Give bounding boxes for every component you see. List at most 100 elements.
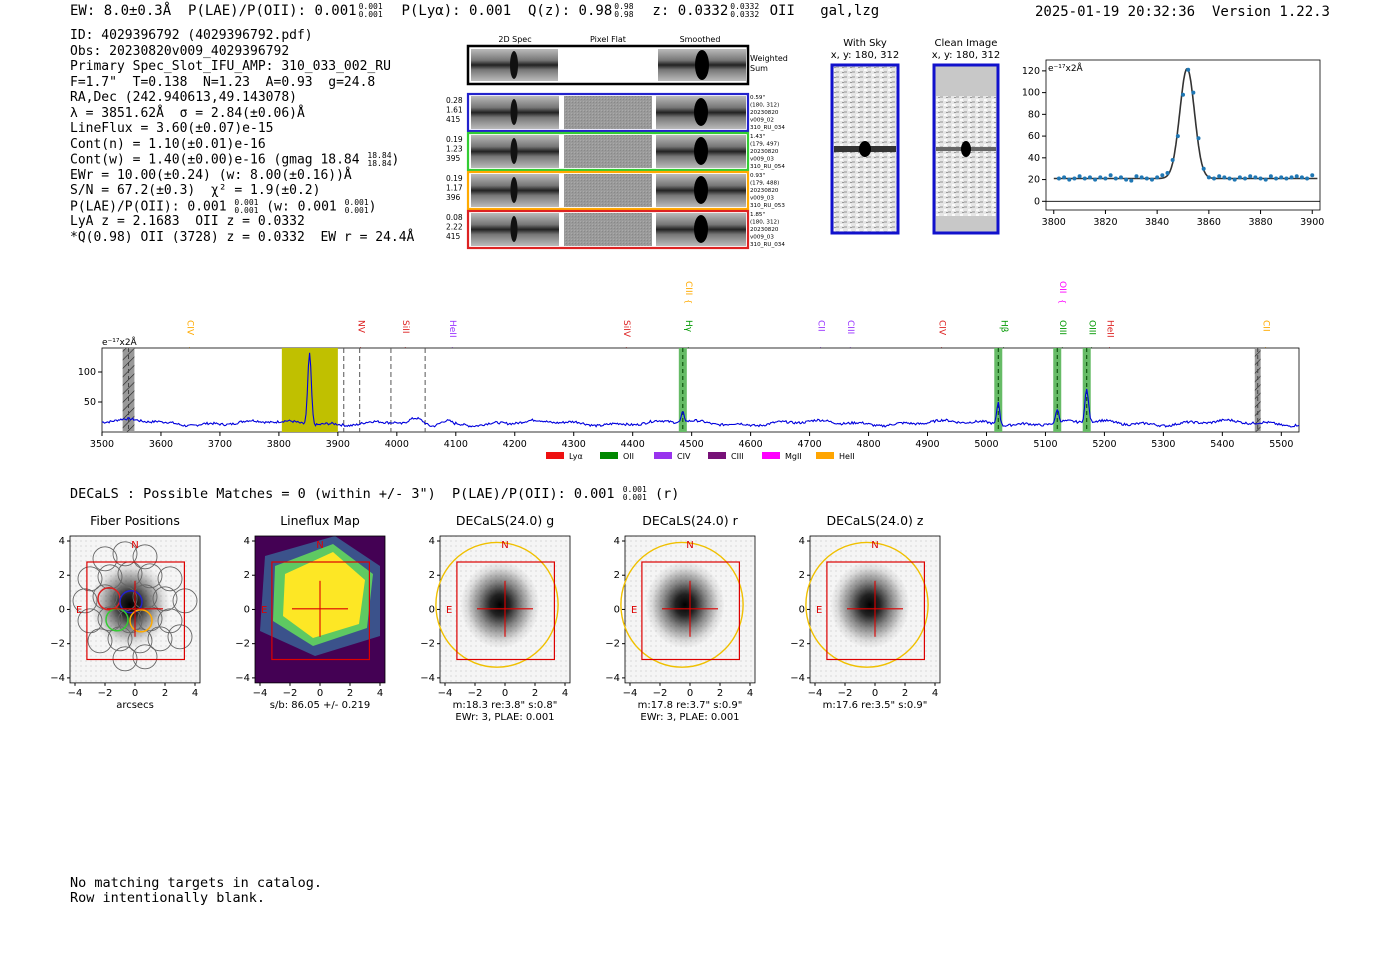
fit-data-point (1155, 175, 1160, 180)
decals-panel-title: Fiber Positions (90, 513, 180, 528)
legend-swatch (546, 452, 564, 459)
spec-ytick-label: 100 (78, 367, 96, 378)
legend-swatch (762, 452, 780, 459)
cutout-2dspec-peak (510, 138, 518, 164)
panel-xtick-label: 4 (377, 688, 383, 699)
cutout-left-label: 395 (446, 154, 461, 163)
spec-xtick-label: 3800 (267, 439, 291, 450)
panel-ytick-label: 4 (614, 536, 620, 547)
cutout-left-label: 396 (446, 193, 461, 202)
fit-data-point (1196, 136, 1201, 141)
panel-xtick-label: 4 (192, 688, 198, 699)
cutout-left-label: 0.28 (446, 96, 463, 105)
cutout-panel: 2D Spec Pixel Flat Smoothed Weighted Sum… (446, 35, 788, 250)
cutout-right-label: 310_RU_054 (750, 164, 785, 170)
cutout-right-label: 310_RU_053 (750, 203, 785, 209)
panel-ytick-label: −2 (790, 639, 805, 650)
fit-model-line (1053, 68, 1318, 180)
sky-panels: With Sky x, y: 180, 312 Clean Image x, y… (830, 38, 1001, 235)
spectral-line-label: OIII (1057, 320, 1067, 335)
spectral-line-label: CIII (683, 281, 693, 295)
clean-sub: x, y: 180, 312 (932, 50, 1001, 61)
fit-data-point (1134, 174, 1139, 179)
spec-xtick-label: 4900 (915, 439, 939, 450)
fit-data-point (1165, 171, 1170, 176)
plya-text: P(Lyα): 0.001 (401, 3, 512, 19)
spec-xtick-label: 4800 (856, 439, 880, 450)
fit-ytick-label: 0 (1034, 196, 1040, 207)
cutout-right-label: 20230820 (750, 227, 779, 233)
wavelength-sigma: λ = 3851.62Å σ = 2.84(±0.06)Å (70, 105, 305, 121)
cutout-2dspec-peak (510, 216, 518, 242)
cutout-right-label: 1.85" (750, 212, 765, 218)
panel-xtick-label: −2 (283, 688, 298, 699)
aperture-ellipse (620, 541, 744, 668)
panel-xtick-label: 2 (902, 688, 908, 699)
catalog-notes: No matching targets in catalog. Row inten… (70, 876, 322, 906)
fiber-circle (132, 644, 158, 670)
cutout-2dspec-peak (510, 99, 518, 125)
cutout-left-label: 1.23 (446, 145, 463, 154)
panel-caption: s/b: 86.05 +/- 0.219 (270, 700, 370, 711)
panel-xtick-label: −2 (653, 688, 668, 699)
decals-panel: DECaLS(24.0) g N E 4 2 0 −2 −4−4 −2 0 2 4 m:18.3 re:… (420, 513, 571, 723)
detection-id[interactable]: ID: 4029396792 (4029396792.pdf) (70, 28, 313, 43)
cutout-right-label: (180, 312) (750, 103, 779, 109)
panel-ytick-label: 4 (429, 536, 435, 547)
panel-xtick-label: −2 (98, 688, 113, 699)
fit-ytick-label: 40 (1028, 153, 1040, 164)
fiber-circle (112, 541, 138, 567)
search-box (826, 561, 926, 661)
lya-oii-z: LyA z = 2.1683 OII z = 0.0332 (70, 214, 305, 229)
cutout-right-label: v009_03 (750, 235, 774, 241)
fiber-circle (167, 624, 193, 650)
panel-xtick-label: 2 (717, 688, 723, 699)
spectral-line-label: OII (1057, 281, 1067, 293)
aperture-ellipse (435, 541, 559, 668)
spectral-line-label: NV (356, 320, 366, 334)
search-box (271, 561, 370, 661)
north-label: N (686, 540, 693, 551)
fiber-circle (112, 646, 138, 672)
fit-data-point (1258, 176, 1263, 181)
cutout-left-label: 0.08 (446, 213, 463, 222)
panel-ytick-label: 0 (244, 604, 250, 615)
timestamp-version: 2025-01-19 20:32:36 Version 1.22.3 (1035, 4, 1330, 20)
cutout-pixelflat (564, 96, 652, 129)
weighted-label-2: Sum (750, 64, 768, 73)
spec-xtick-label: 4300 (562, 439, 586, 450)
notes-line-2: Row intentionally blank. (70, 890, 266, 906)
cutout-smoothed-peak (694, 98, 708, 126)
cutout-pixelflat (564, 213, 652, 246)
east-label: E (631, 605, 637, 616)
fiber-circle (97, 606, 123, 632)
panel-xtick-label: 4 (747, 688, 753, 699)
spec-ytick-label: 50 (84, 397, 96, 408)
legend-swatch (816, 452, 834, 459)
panel-ytick-label: 0 (59, 604, 65, 615)
cutout-right-label: 20230820 (750, 188, 779, 194)
fit-data-point (1139, 175, 1144, 180)
spectral-line-label: OIII (1087, 320, 1097, 335)
east-label: E (261, 605, 267, 616)
fit-data-point (1124, 177, 1129, 182)
aperture-ellipse (805, 541, 929, 668)
panel-xtick-label: 2 (162, 688, 168, 699)
panel-xtick-label: 0 (132, 688, 138, 699)
panel-xtick-label: 4 (932, 688, 938, 699)
panel-ytick-label: 2 (429, 570, 435, 581)
panel-xtick-label: 0 (502, 688, 508, 699)
legend-label: CIV (677, 452, 691, 461)
detection-info: ID: 4029396792 (4029396792.pdf) Obs: 202… (70, 28, 414, 245)
spectral-line-label: CIV (936, 320, 946, 336)
panel-ytick-label: −4 (420, 673, 435, 684)
fit-data-point (1289, 175, 1294, 180)
ew-text: EW: 8.0±0.3Å (70, 3, 172, 19)
fit-data-point (1274, 176, 1279, 181)
fit-data-point (1067, 177, 1072, 182)
spec-ylabel: e⁻¹⁷x2Å (102, 336, 138, 348)
cutout-pixelflat (564, 174, 652, 207)
panel-caption: m:18.3 re:3.8" s:0.8" (453, 700, 558, 711)
panel-xtick-label: −4 (623, 688, 638, 699)
